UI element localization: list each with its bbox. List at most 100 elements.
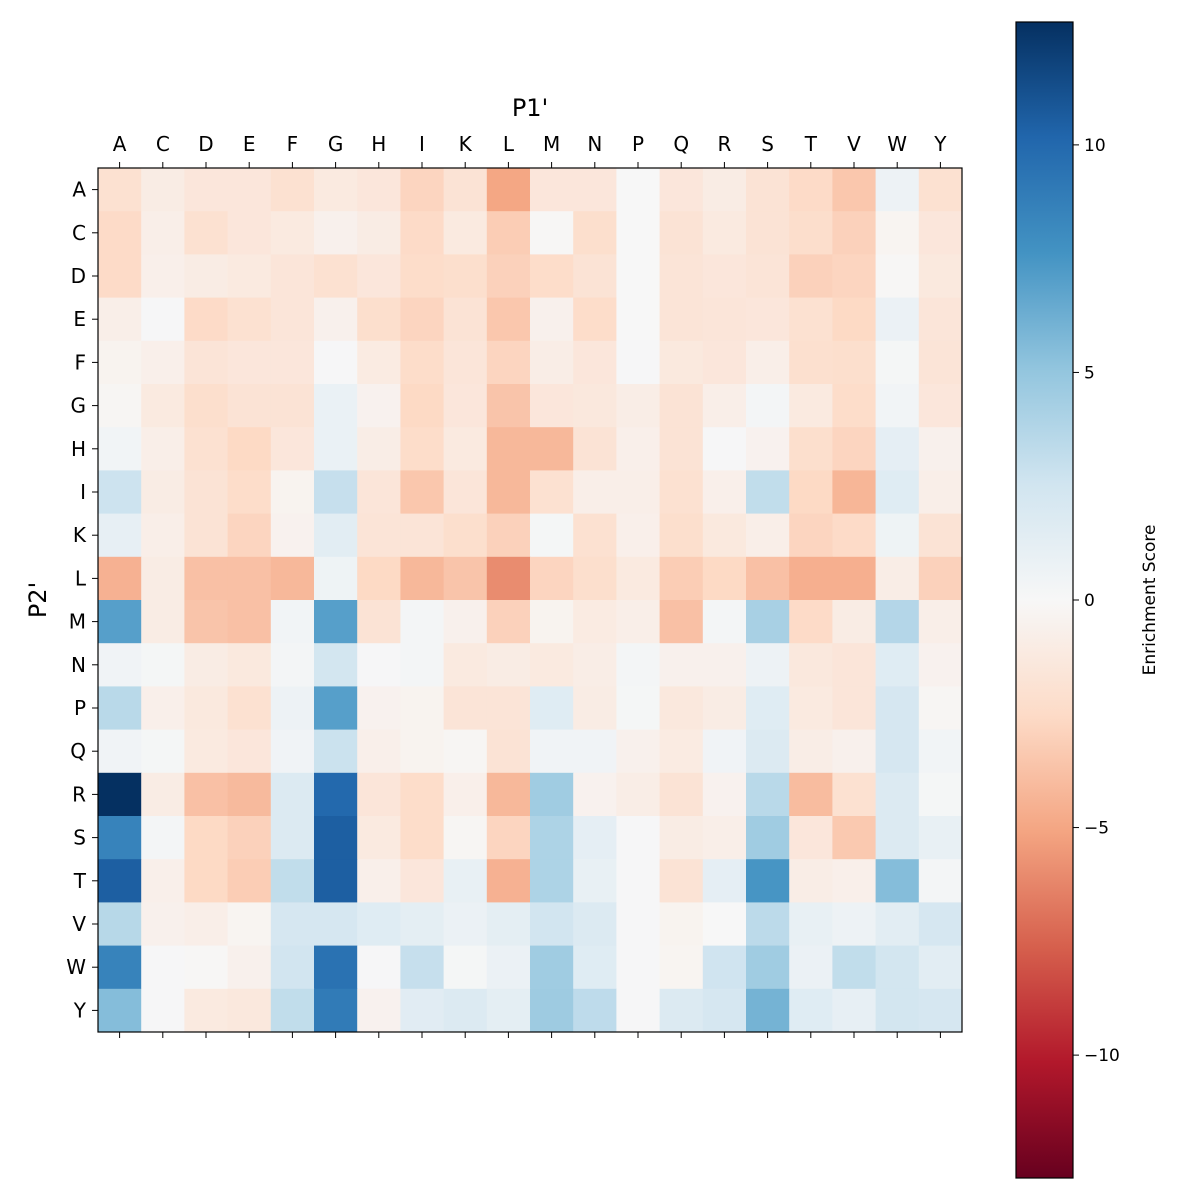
cell-M-S (746, 600, 790, 644)
cell-G-C (141, 384, 185, 428)
y-tick-label: Q (70, 739, 86, 763)
cell-K-L (486, 513, 531, 558)
cell-W-G (314, 945, 358, 990)
cell-C-M (530, 211, 574, 255)
cell-R-L (486, 772, 531, 817)
cell-N-C (141, 643, 185, 687)
x-tick-label: C (156, 132, 170, 156)
x-tick-label: K (459, 132, 473, 156)
cell-P-A (98, 686, 142, 731)
cell-L-G (314, 556, 358, 601)
cell-T-S (746, 859, 790, 903)
cell-D-W (875, 254, 920, 299)
cell-S-N (573, 816, 617, 860)
cell-T-C (141, 859, 185, 903)
cell-I-D (184, 470, 229, 515)
cell-T-Q (659, 859, 704, 903)
cell-D-Q (659, 254, 704, 299)
cell-L-F (270, 556, 315, 601)
cell-C-F (270, 211, 315, 255)
cell-S-P (616, 816, 661, 860)
cell-V-R (702, 902, 747, 947)
y-tick-label: C (72, 221, 86, 245)
cell-M-A (98, 600, 142, 644)
cell-V-W (875, 902, 920, 947)
cell-V-C (141, 902, 185, 947)
y-tick-label: K (73, 523, 87, 547)
cell-C-N (573, 211, 617, 255)
cell-L-N (573, 556, 617, 601)
cell-E-L (486, 297, 531, 342)
cell-R-G (314, 772, 358, 817)
cell-L-A (98, 556, 142, 601)
colorbar-tick-label: −10 (1084, 1046, 1120, 1066)
cell-A-C (141, 168, 185, 212)
cell-M-P (616, 600, 661, 644)
x-tick-label: T (804, 132, 818, 156)
cell-Y-D (184, 988, 229, 1033)
cell-P-C (141, 686, 185, 731)
cell-N-K (443, 643, 488, 687)
cell-I-R (702, 470, 747, 515)
cell-Y-N (573, 988, 617, 1033)
cell-M-M (530, 600, 574, 644)
cell-D-D (184, 254, 229, 299)
cell-I-Y (918, 470, 963, 515)
cell-F-N (573, 340, 617, 385)
cell-I-I (400, 470, 445, 515)
cell-I-A (98, 470, 142, 515)
y-axis-title: P2' (24, 582, 52, 618)
y-tick-label: L (75, 566, 87, 590)
x-tick-label: E (243, 132, 256, 156)
cell-D-A (98, 254, 142, 299)
cell-T-H (357, 859, 401, 903)
cell-E-Y (918, 297, 963, 342)
cell-G-L (486, 384, 531, 428)
cell-D-Y (918, 254, 963, 299)
cell-N-Q (659, 643, 704, 687)
cell-N-V (832, 643, 877, 687)
cell-L-D (184, 556, 229, 601)
cell-P-I (400, 686, 445, 731)
cell-R-W (875, 772, 920, 817)
cell-G-G (314, 384, 358, 428)
cell-N-I (400, 643, 445, 687)
cell-W-H (357, 945, 401, 990)
cell-L-C (141, 556, 185, 601)
cell-T-A (98, 859, 142, 903)
cell-A-L (486, 168, 531, 212)
cell-E-T (789, 297, 833, 342)
cell-H-D (184, 427, 229, 471)
cell-S-C (141, 816, 185, 860)
cell-V-M (530, 902, 574, 947)
cell-T-Y (918, 859, 963, 903)
cell-M-H (357, 600, 401, 644)
cell-M-Q (659, 600, 704, 644)
cell-Q-L (486, 729, 531, 774)
cell-A-S (746, 168, 790, 212)
cell-H-W (875, 427, 920, 471)
cell-R-A (98, 772, 142, 817)
colorbar-tick-label: −5 (1084, 819, 1109, 839)
cell-Q-I (400, 729, 445, 774)
cell-N-H (357, 643, 401, 687)
cell-Y-I (400, 988, 445, 1033)
cell-W-W (875, 945, 920, 990)
cell-S-T (789, 816, 833, 860)
cell-P-W (875, 686, 920, 731)
cell-E-M (530, 297, 574, 342)
cell-G-D (184, 384, 229, 428)
cell-S-I (400, 816, 445, 860)
x-axis-title: P1' (512, 94, 548, 122)
cell-G-Q (659, 384, 704, 428)
cell-K-Y (918, 513, 963, 558)
cell-G-I (400, 384, 445, 428)
cell-S-D (184, 816, 229, 860)
cell-H-V (832, 427, 877, 471)
cell-C-P (616, 211, 661, 255)
cell-K-I (400, 513, 445, 558)
cell-T-E (227, 859, 272, 903)
y-tick-label: M (69, 610, 86, 634)
